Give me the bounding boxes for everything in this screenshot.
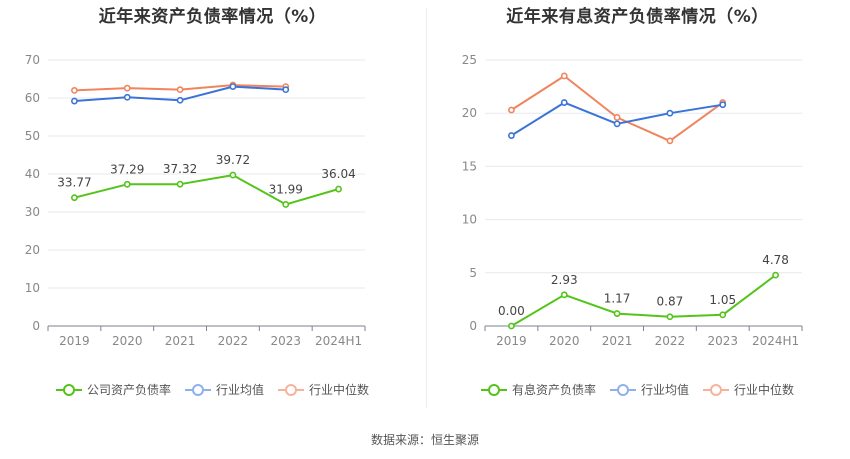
- data-label: 0.87: [657, 295, 684, 309]
- data-point: [176, 86, 184, 94]
- data-point: [613, 310, 621, 317]
- y-tick-label: 0: [32, 319, 40, 333]
- data-point: [282, 86, 290, 94]
- data-point: [560, 72, 568, 80]
- series-line: [74, 174, 339, 206]
- data-point: [229, 83, 237, 90]
- x-tick-label: 2019: [59, 334, 90, 348]
- chart-title: 近年来资产负债率情况（%）: [98, 7, 327, 27]
- data-point: [772, 271, 779, 279]
- x-tick-label: 2021: [165, 334, 196, 348]
- x-tick-label: 2020: [549, 334, 580, 348]
- x-tick-label: 2022: [218, 334, 249, 348]
- data-point: [508, 322, 515, 330]
- legend-marker-icon: [55, 383, 82, 397]
- data-label: 37.32: [163, 162, 197, 176]
- data-point: [71, 87, 78, 94]
- legend-item[interactable]: 行业均值: [184, 381, 264, 398]
- data-point: [123, 93, 131, 101]
- y-tick-label: 10: [462, 213, 477, 227]
- x-tick-label: 2020: [112, 334, 143, 348]
- x-tick-label: 2024H1: [315, 334, 362, 348]
- y-tick-label: 40: [25, 167, 40, 181]
- y-tick-label: 20: [25, 243, 40, 257]
- data-label: 37.29: [110, 162, 144, 176]
- data-point: [176, 180, 184, 188]
- data-point: [335, 185, 342, 193]
- data-point: [229, 171, 237, 179]
- x-tick-label: 2024H1: [752, 334, 799, 348]
- data-point: [719, 101, 727, 109]
- legend-label: 行业均值: [215, 383, 264, 397]
- data-label: 36.04: [321, 167, 355, 181]
- data-point: [176, 96, 184, 104]
- line-chart-interest-debt-ratio: 0 5 10 15 20 25 2019 2020 2021 2022 2023 2024H1 0.00…: [462, 53, 803, 348]
- data-label: 4.78: [762, 253, 789, 267]
- legend-item[interactable]: 行业中位数: [278, 381, 369, 398]
- chart-title: 近年来有息资产负债率情况（%）: [506, 7, 769, 27]
- data-point: [282, 201, 290, 208]
- data-source-note: 数据来源：恒生聚源: [370, 433, 479, 447]
- data-label: 33.77: [57, 176, 91, 190]
- data-label: 0.00: [498, 304, 525, 318]
- x-tick-label: 2023: [707, 334, 738, 348]
- data-point: [719, 311, 727, 319]
- legend-label: 有息资产负债率: [511, 383, 596, 397]
- data-label: 39.72: [216, 153, 250, 167]
- legend-item[interactable]: 公司资产负债率: [55, 381, 171, 398]
- line-chart-debt-ratio: 0 10 20 30 40 50 60 70 2019 2020 2021 2022 2023 2024H…: [25, 53, 366, 348]
- y-tick-label: 70: [25, 53, 40, 67]
- legend-label: 行业中位数: [309, 383, 370, 397]
- chart-legend: 公司资产负债率 行业均值 行业中位数: [0, 381, 425, 398]
- data-point: [666, 109, 674, 117]
- data-point: [508, 106, 515, 114]
- data-point: [560, 99, 568, 106]
- y-tick-label: 50: [25, 129, 40, 143]
- y-tick-label: 10: [25, 281, 40, 295]
- chart-legend: 有息资产负债率 行业均值 行业中位数: [425, 381, 850, 398]
- legend-marker-icon: [278, 383, 304, 397]
- legend-marker-icon: [184, 383, 211, 397]
- legend-marker-icon: [703, 383, 729, 397]
- legend-item[interactable]: 行业均值: [609, 381, 689, 398]
- panel-divider: [426, 8, 427, 408]
- data-point: [666, 137, 674, 145]
- legend-marker-icon: [609, 383, 636, 397]
- y-tick-label: 60: [25, 91, 40, 105]
- series-line: [510, 274, 777, 327]
- x-tick-label: 2019: [496, 334, 527, 348]
- legend-label: 行业均值: [640, 383, 689, 397]
- data-point: [613, 114, 621, 121]
- data-label: 1.17: [604, 292, 631, 306]
- data-point: [71, 194, 78, 202]
- x-tick-label: 2023: [270, 334, 301, 348]
- chart-panel-debt-ratio: 近年来资产负债率情况（%） 0 10 20 30 40 50 60 70 2019 2020 202…: [0, 0, 425, 410]
- legend-item[interactable]: 有息资产负债率: [480, 381, 596, 398]
- data-label: 2.93: [551, 273, 578, 287]
- data-point: [560, 291, 568, 299]
- legend-label: 行业中位数: [734, 383, 795, 397]
- legend-label: 公司资产负债率: [86, 383, 171, 397]
- y-tick-label: 30: [25, 205, 40, 219]
- y-tick-label: 5: [469, 266, 477, 280]
- y-tick-label: 0: [469, 319, 477, 333]
- data-point: [508, 132, 515, 139]
- legend-item[interactable]: 行业中位数: [703, 381, 794, 398]
- data-label: 31.99: [269, 182, 303, 196]
- y-tick-label: 25: [462, 53, 477, 67]
- data-point: [71, 97, 78, 105]
- x-tick-label: 2022: [655, 334, 686, 348]
- series-line: [510, 75, 724, 142]
- chart-panel-interest-debt-ratio: 近年来有息资产负债率情况（%） 0 5 10 15 20 25 2019 2020 2021 20…: [425, 0, 850, 410]
- x-tick-label: 2021: [602, 334, 633, 348]
- data-point: [613, 120, 621, 128]
- data-point: [123, 84, 131, 92]
- y-tick-label: 15: [462, 159, 477, 173]
- data-label: 1.05: [709, 293, 736, 307]
- data-point: [666, 313, 674, 321]
- y-tick-label: 20: [462, 106, 477, 120]
- data-point: [123, 180, 131, 188]
- legend-marker-icon: [480, 383, 507, 397]
